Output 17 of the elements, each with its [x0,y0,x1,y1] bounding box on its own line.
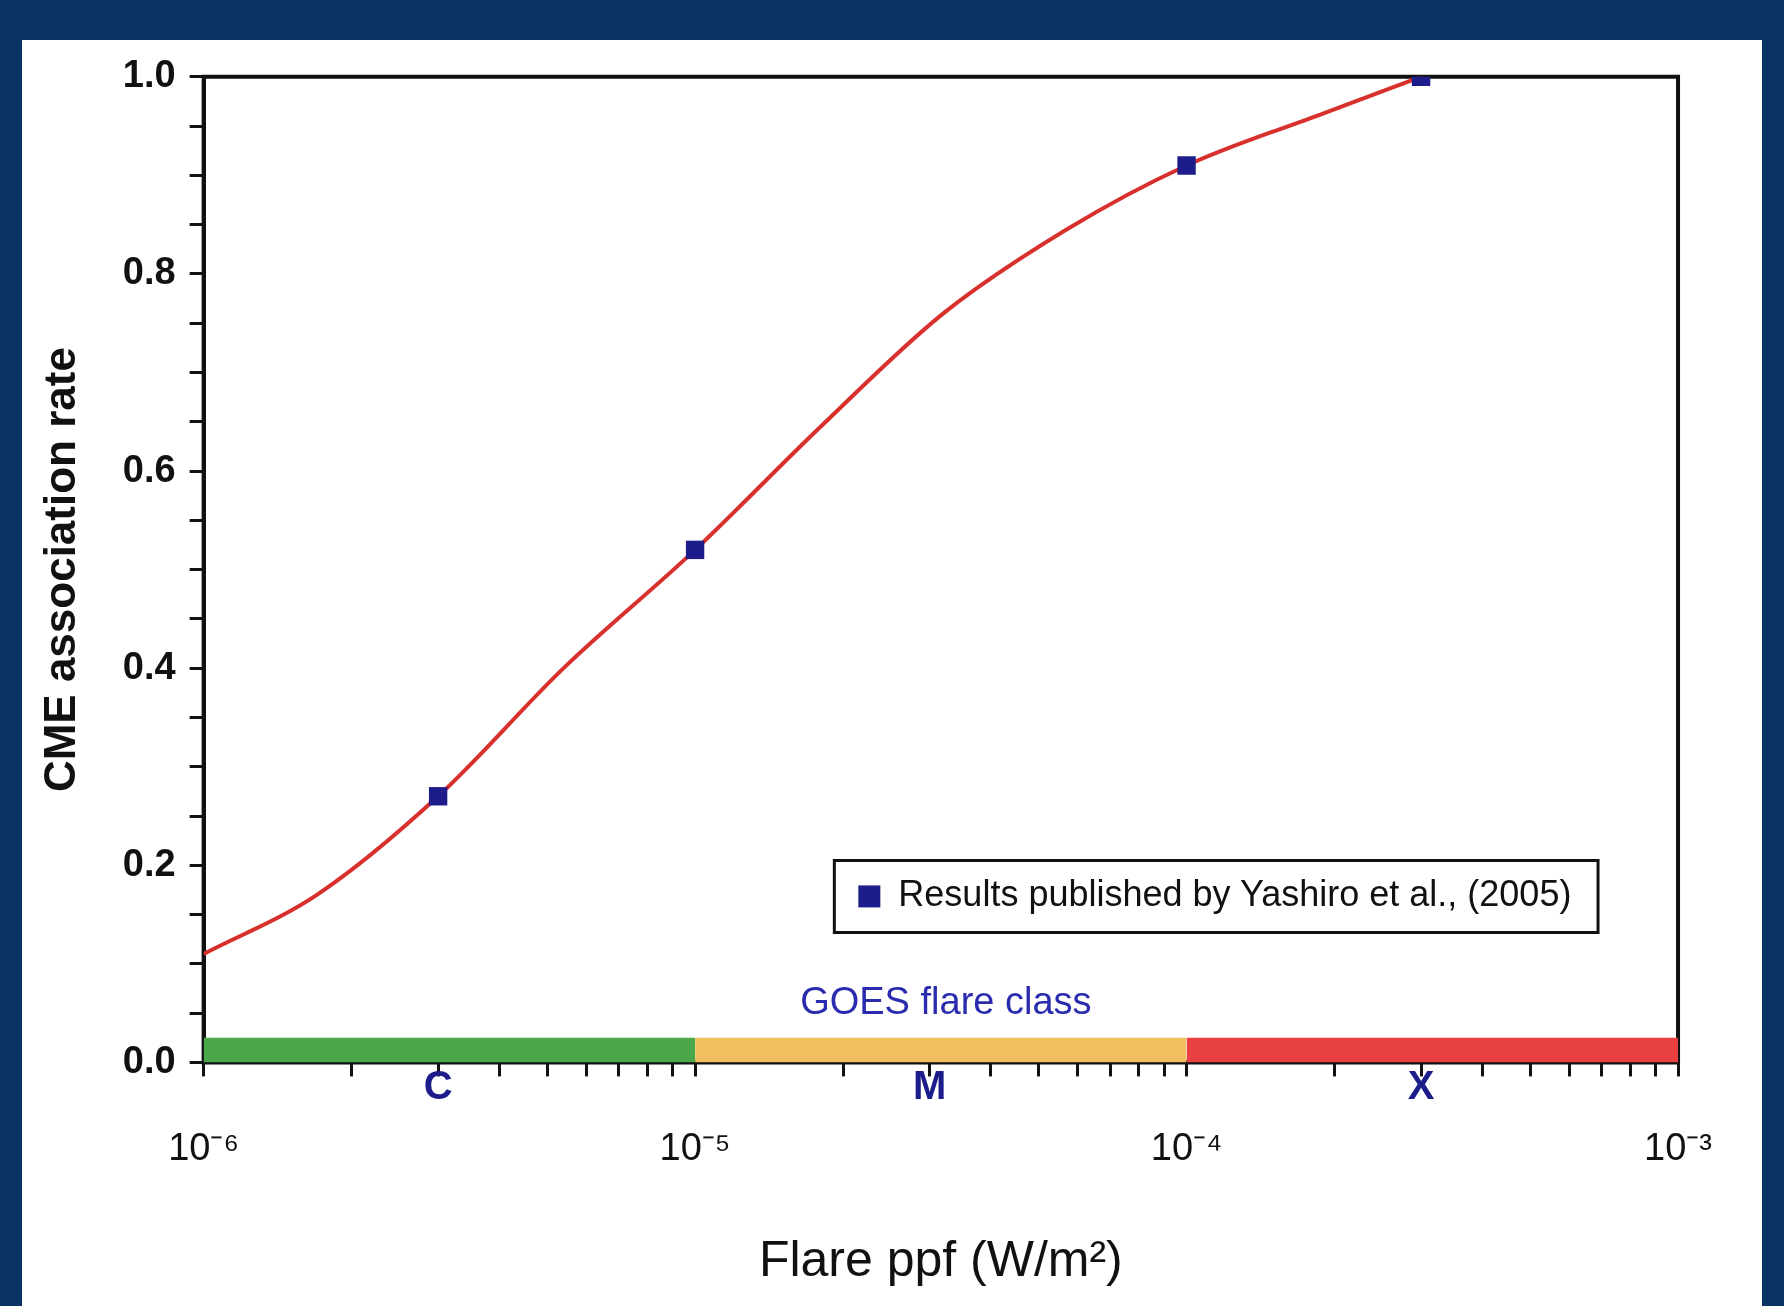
y-tick-label: 0.0 [122,1038,176,1081]
annotation: X [1407,1063,1435,1108]
y-tick-label: 0.2 [122,841,176,884]
x-axis-title: Flare ppf (W/m²) [758,1230,1123,1287]
y-tick-label: 0.6 [122,447,176,490]
annotation: GOES flare class [800,979,1092,1022]
annotation: C [423,1063,453,1108]
y-tick-label: 0.4 [122,644,176,687]
y-axis-title: CME association rate [34,347,84,793]
annotation: M [912,1063,947,1108]
x-tick-label: 10⁻⁵ [659,1125,731,1168]
y-tick-label: 0.8 [122,250,176,293]
x-tick-label: 10⁻⁶ [168,1125,240,1168]
y-tick-label: 1.0 [122,53,176,96]
legend-label: Results published by Yashiro et al., (2005) [898,873,1572,915]
x-tick-label: 10⁻³ [1644,1125,1712,1168]
x-tick-label: 10⁻⁴ [1150,1125,1223,1168]
